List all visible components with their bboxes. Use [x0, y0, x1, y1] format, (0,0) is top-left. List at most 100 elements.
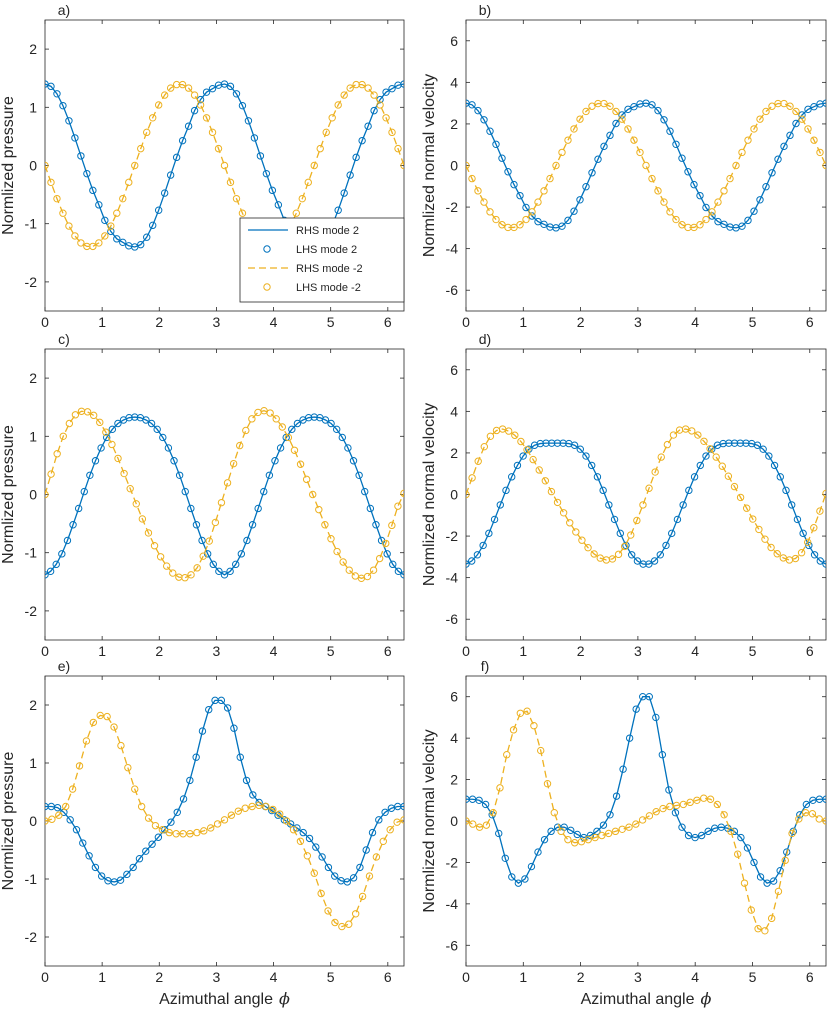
data-point	[292, 209, 300, 217]
data-point	[788, 501, 796, 509]
data-point	[209, 560, 217, 569]
data-point	[249, 791, 257, 799]
data-point	[736, 439, 744, 447]
data-point	[170, 457, 178, 465]
data-point	[606, 811, 614, 819]
data-point	[628, 551, 636, 559]
data-point	[540, 220, 548, 229]
data-point	[474, 457, 482, 465]
data-point	[774, 155, 782, 163]
data-point	[690, 223, 698, 232]
y-axis-label: Normlized normal velocity	[421, 403, 438, 586]
data-point	[704, 827, 712, 836]
y-tick-label: -2	[25, 274, 38, 290]
data-point	[780, 142, 788, 151]
y-tick-label: -2	[446, 528, 459, 544]
x-tick-label: 5	[327, 643, 335, 659]
data-point	[756, 196, 764, 204]
markers-lhs-mode-2	[45, 413, 404, 579]
data-point	[101, 216, 109, 225]
data-point	[394, 144, 402, 153]
data-point	[694, 431, 702, 439]
y-tick-label: 4	[450, 403, 458, 419]
data-point	[382, 88, 390, 96]
y-tick-label: 4	[450, 74, 458, 90]
data-point	[193, 564, 201, 572]
data-point	[666, 802, 674, 811]
data-point	[792, 107, 800, 116]
data-point	[206, 824, 215, 832]
data-point	[72, 826, 81, 834]
data-point	[132, 500, 140, 508]
data-point	[53, 194, 61, 203]
data-point	[466, 490, 470, 499]
x-tick-label: 0	[462, 969, 470, 985]
data-point	[156, 553, 165, 561]
data-point	[302, 475, 311, 484]
data-point	[591, 833, 599, 842]
data-point	[719, 439, 727, 448]
data-point	[792, 119, 800, 128]
x-tick-label: 0	[462, 314, 470, 330]
data-point	[678, 221, 686, 229]
y-tick-label: 2	[29, 370, 37, 386]
data-point	[223, 704, 232, 712]
data-point	[714, 217, 722, 226]
data-point	[522, 215, 530, 224]
data-point	[85, 852, 93, 860]
markers-lhs-mode-2	[466, 693, 826, 887]
data-point	[315, 505, 323, 514]
y-tick-label: -4	[446, 570, 459, 586]
data-point	[625, 823, 633, 831]
data-point	[633, 557, 642, 565]
data-point	[652, 713, 660, 722]
data-point	[226, 567, 234, 576]
data-point	[684, 168, 692, 176]
data-point	[375, 816, 383, 824]
data-point	[55, 811, 63, 819]
data-point	[474, 187, 482, 195]
data-point	[750, 207, 758, 215]
data-point	[553, 498, 562, 507]
data-point	[564, 835, 572, 844]
data-point	[475, 796, 483, 804]
data-point	[339, 558, 347, 566]
data-point	[124, 763, 132, 772]
data-point	[272, 415, 280, 423]
data-point	[508, 873, 516, 881]
data-point	[606, 102, 614, 110]
data-point	[290, 446, 299, 454]
data-point	[636, 148, 644, 157]
y-tick-label: 0	[450, 813, 458, 829]
x-tick-label: 1	[98, 643, 106, 659]
data-point	[346, 84, 354, 92]
legend-marker	[263, 283, 271, 291]
data-point	[659, 804, 667, 813]
data-point	[612, 792, 621, 800]
data-point	[720, 220, 728, 229]
data-point	[125, 413, 133, 422]
data-point	[672, 140, 680, 149]
data-point	[822, 795, 826, 803]
data-point	[349, 457, 358, 465]
data-point	[143, 128, 151, 137]
data-point	[59, 209, 67, 217]
data-point	[321, 521, 329, 529]
data-point	[810, 551, 819, 559]
data-point	[799, 529, 807, 538]
data-point	[164, 444, 173, 452]
data-point	[466, 560, 470, 568]
data-point	[379, 837, 387, 845]
data-point	[117, 741, 125, 750]
data-point	[166, 84, 175, 92]
y-tick-label: 0	[450, 158, 458, 174]
data-point	[786, 131, 794, 140]
data-point	[573, 830, 581, 839]
data-point	[529, 455, 537, 464]
data-point	[184, 84, 193, 92]
series-layer	[466, 99, 826, 232]
x-tick-label: 1	[98, 969, 106, 985]
markers-lhs-mode--2	[466, 707, 826, 935]
data-point	[59, 101, 67, 110]
data-point	[205, 537, 213, 545]
